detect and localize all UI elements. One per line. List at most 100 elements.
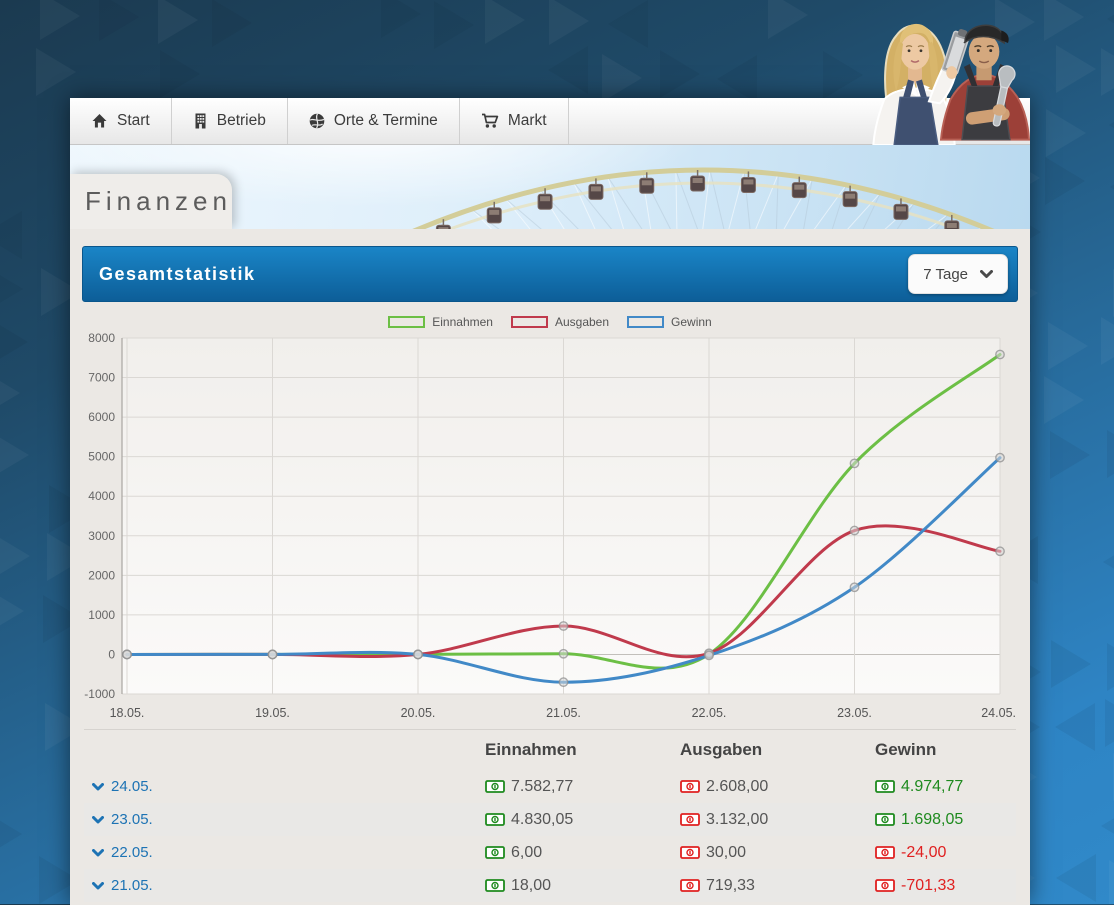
nav-item-label: Betrieb (216, 112, 266, 129)
banknote-icon (485, 780, 505, 793)
chevron-down-icon (92, 815, 104, 823)
nav-item-orte-termine[interactable]: Orte & Termine (288, 98, 460, 144)
value-einnahmen: 18,00 (511, 876, 552, 894)
data-point[interactable] (849, 458, 860, 469)
nav-item-label: Orte & Termine (333, 112, 438, 129)
background-triangle (1046, 109, 1086, 157)
range-dropdown[interactable]: 7 Tage (908, 254, 1008, 294)
background-triangle (548, 46, 588, 94)
banknote-icon (875, 780, 895, 793)
chevron-down-icon (92, 848, 104, 856)
table-row: 21.05. 18,00 719,33 -701,33 (84, 869, 1016, 902)
cell-ausgaben: 30,00 (680, 844, 875, 862)
legend-item-ausgaben: Ausgaben (510, 315, 609, 329)
data-point[interactable] (122, 649, 132, 660)
value-gewinn: 4.974,77 (901, 777, 964, 795)
legend-swatch (510, 315, 548, 328)
chevron-down-icon (980, 269, 993, 278)
stats-panel-header: Gesamtstatistik 7 Tage (82, 246, 1018, 302)
background-triangle (660, 50, 700, 98)
background-triangle (0, 532, 30, 580)
legend-item-gewinn: Gewinn (627, 315, 712, 329)
value-ausgaben: 2.608,00 (706, 777, 769, 795)
svg-text:18.05.: 18.05. (110, 706, 145, 720)
data-point[interactable] (413, 649, 423, 660)
row-date-toggle[interactable]: 22.05. (92, 844, 485, 861)
background-triangle (1051, 640, 1091, 688)
legend-swatch (388, 315, 426, 328)
cell-ausgaben: 3.132,00 (680, 811, 875, 829)
background-triangle (1101, 317, 1114, 365)
background-triangle (0, 211, 22, 259)
background-triangle (0, 369, 20, 417)
value-einnahmen: 6,00 (511, 843, 543, 861)
background-triangle (602, 54, 642, 102)
mascot-characters (856, 8, 1040, 145)
background-triangle (1044, 376, 1084, 424)
banknote-icon (680, 879, 700, 892)
stats-panel-title: Gesamtstatistik (99, 263, 256, 284)
banknote-icon (680, 780, 700, 793)
finance-line-chart: -1000 0 1000 2000 3000 4000 5000 6000 7000 8000 18… (84, 331, 1016, 720)
svg-text:21.05.: 21.05. (546, 706, 581, 720)
data-point[interactable] (995, 349, 1005, 360)
row-date: 22.05. (111, 844, 153, 861)
background-triangle (1110, 163, 1114, 211)
content-area: Gesamtstatistik 7 Tage Einnahmen Ausgaben… (70, 229, 1030, 905)
nav-item-markt[interactable]: Markt (460, 98, 569, 144)
data-point[interactable] (849, 582, 860, 593)
legend-label: Einnahmen (432, 314, 493, 329)
data-point[interactable] (704, 650, 714, 661)
data-point[interactable] (558, 621, 569, 631)
svg-text:22.05.: 22.05. (692, 706, 727, 720)
background-triangle (0, 265, 23, 313)
banknote-icon (485, 813, 505, 826)
svg-text:5000: 5000 (88, 450, 115, 464)
cell-einnahmen: 6,00 (485, 844, 680, 862)
background-triangle (823, 51, 863, 99)
background-triangle (0, 318, 28, 366)
background-triangle (1048, 322, 1088, 370)
nav-item-betrieb[interactable]: Betrieb (172, 98, 288, 144)
banknote-icon (680, 813, 700, 826)
nav-item-label: Markt (507, 112, 547, 129)
data-point[interactable] (558, 648, 569, 659)
nav-item-start[interactable]: Start (70, 98, 172, 144)
data-point[interactable] (995, 452, 1005, 463)
cell-gewinn: 4.974,77 (875, 778, 1016, 796)
background-triangle (608, 0, 648, 48)
background-triangle (1044, 0, 1084, 41)
background-triangle (1103, 538, 1114, 586)
row-date-toggle[interactable]: 23.05. (92, 811, 485, 828)
banknote-icon (680, 846, 700, 859)
data-point[interactable] (267, 649, 278, 660)
legend-swatch (627, 315, 665, 328)
legend-label: Gewinn (671, 314, 712, 329)
finance-table: Einnahmen Ausgaben Gewinn 24.05. 7.582,77 2.6… (84, 729, 1016, 902)
svg-text:3000: 3000 (88, 529, 115, 543)
cell-einnahmen: 4.830,05 (485, 811, 680, 829)
data-point[interactable] (558, 677, 569, 688)
row-date: 23.05. (111, 811, 153, 828)
row-date-toggle[interactable]: 21.05. (92, 877, 485, 894)
table-row: 24.05. 7.582,77 2.608,00 4.974,77 (84, 770, 1016, 803)
data-point[interactable] (995, 546, 1005, 557)
background-triangle (1107, 0, 1114, 43)
background-triangle (160, 50, 200, 98)
svg-text:20.05.: 20.05. (401, 706, 436, 720)
svg-text:1000: 1000 (88, 608, 115, 622)
table-row: 22.05. 6,00 30,00 -24,00 (84, 836, 1016, 869)
data-point[interactable] (849, 525, 860, 536)
background-triangle (549, 0, 589, 45)
background-triangle (485, 0, 525, 44)
character-man-illustration (939, 24, 1031, 141)
background-triangle (1107, 643, 1114, 691)
cell-gewinn: -701,33 (875, 877, 1016, 895)
value-ausgaben: 30,00 (706, 843, 747, 861)
value-gewinn: 1.698,05 (901, 810, 964, 828)
banknote-icon (875, 879, 895, 892)
value-einnahmen: 4.830,05 (511, 810, 574, 828)
svg-text:4000: 4000 (88, 489, 115, 503)
value-ausgaben: 3.132,00 (706, 810, 769, 828)
row-date-toggle[interactable]: 24.05. (92, 778, 485, 795)
